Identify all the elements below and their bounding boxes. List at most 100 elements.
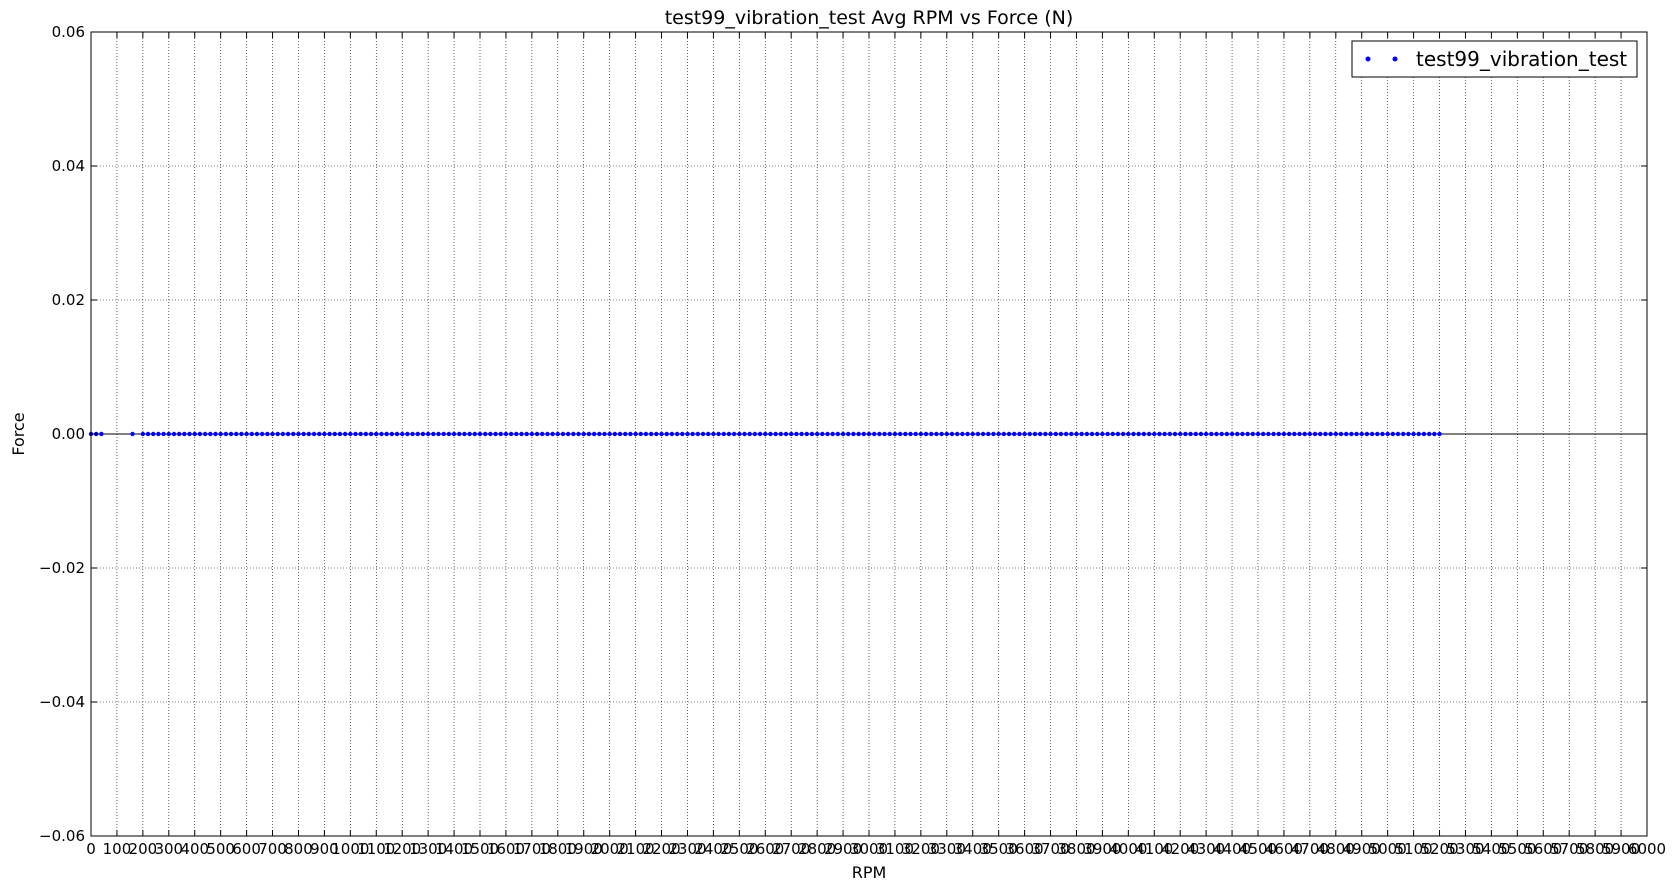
x-tick-label: 5300 xyxy=(1446,840,1484,858)
data-point xyxy=(400,431,405,437)
data-point xyxy=(270,431,275,437)
data-point xyxy=(317,431,322,437)
x-tick-label: 900 xyxy=(310,840,339,858)
data-point xyxy=(1364,431,1370,437)
data-point xyxy=(171,431,177,437)
data-point xyxy=(1240,431,1245,437)
y-tick-label: −0.04 xyxy=(39,693,85,711)
data-point xyxy=(721,431,726,437)
data-point xyxy=(840,431,846,437)
data-point xyxy=(182,431,187,437)
data-point xyxy=(1188,431,1193,437)
data-point xyxy=(659,431,664,437)
data-point xyxy=(249,431,254,437)
data-point xyxy=(1245,431,1250,437)
x-tick-label: 3900 xyxy=(1083,840,1121,858)
data-point xyxy=(830,431,835,437)
data-point xyxy=(1292,431,1297,437)
data-point xyxy=(394,431,400,437)
data-point xyxy=(1375,431,1380,437)
data-point xyxy=(1089,431,1095,437)
data-point xyxy=(1359,431,1364,437)
data-point xyxy=(296,431,301,437)
data-point xyxy=(1390,431,1396,437)
x-tick-label: 5500 xyxy=(1498,840,1536,858)
data-point xyxy=(223,431,229,437)
data-point xyxy=(648,431,654,437)
data-point xyxy=(742,431,747,437)
data-point xyxy=(887,431,892,437)
data-point xyxy=(789,431,794,437)
data-point xyxy=(623,431,628,437)
data-point xyxy=(1053,431,1058,437)
legend-marker xyxy=(1365,56,1371,62)
data-point xyxy=(804,431,809,437)
data-point xyxy=(1152,431,1157,437)
data-point xyxy=(1006,431,1012,437)
data-point xyxy=(441,431,446,437)
data-point xyxy=(1069,431,1074,437)
data-point xyxy=(1416,431,1421,437)
x-axis-title: RPM xyxy=(852,863,887,882)
data-point xyxy=(929,431,934,437)
legend-box xyxy=(1351,40,1638,78)
data-point xyxy=(706,431,711,437)
data-point xyxy=(493,431,498,437)
data-point xyxy=(166,431,171,437)
data-point xyxy=(903,431,908,437)
x-axis-ticks: 0 100200300400500600700800900100011001200… xyxy=(86,32,1666,858)
x-tick-label: 2300 xyxy=(668,840,706,858)
data-point xyxy=(731,431,737,437)
data-point xyxy=(145,431,151,437)
x-tick-label: 800 xyxy=(284,840,313,858)
data-point xyxy=(591,431,597,437)
data-point xyxy=(726,431,732,437)
data-point xyxy=(809,431,815,437)
data-point xyxy=(1167,431,1173,437)
x-tick-label: 6000 xyxy=(1628,840,1666,858)
data-point xyxy=(846,431,851,437)
x-tick-label: 2800 xyxy=(798,840,836,858)
y-axis-ticks: −0.06 −0.04 −0.02 0.00 0.02 0.04 0.06 xyxy=(39,23,1647,845)
data-point xyxy=(1183,431,1188,437)
data-point xyxy=(835,431,841,437)
data-point xyxy=(1302,431,1307,437)
x-tick-label: 4000 xyxy=(1109,840,1147,858)
data-point xyxy=(1126,431,1131,437)
data-point xyxy=(1136,431,1141,437)
data-point xyxy=(1048,431,1053,437)
data-point xyxy=(161,431,166,437)
data-point xyxy=(285,431,291,437)
data-point xyxy=(503,431,509,437)
data-point xyxy=(311,431,317,437)
data-point xyxy=(747,431,752,437)
data-point xyxy=(991,431,996,437)
data-point xyxy=(1354,431,1359,437)
y-tick-label: 0.00 xyxy=(52,425,85,443)
data-point xyxy=(534,431,540,437)
data-point xyxy=(389,431,395,437)
data-point xyxy=(897,431,903,437)
data-point xyxy=(1432,431,1437,437)
data-point xyxy=(1219,431,1224,437)
data-point xyxy=(1406,431,1411,437)
data-point xyxy=(1323,431,1328,437)
x-tick-label: 5700 xyxy=(1550,840,1588,858)
data-point xyxy=(1198,431,1204,437)
data-point xyxy=(415,431,420,437)
x-tick-label: 1900 xyxy=(565,840,603,858)
data-point xyxy=(602,431,607,437)
data-point xyxy=(462,431,467,437)
data-point xyxy=(467,431,472,437)
data-point xyxy=(1385,431,1390,437)
data-point xyxy=(1027,431,1032,437)
x-tick-label: 700 xyxy=(258,840,287,858)
data-point xyxy=(1286,431,1292,437)
data-point xyxy=(1401,431,1406,437)
data-point xyxy=(617,431,623,437)
y-tick-label: 0.02 xyxy=(52,291,85,309)
data-point xyxy=(856,431,861,437)
data-point xyxy=(275,431,280,437)
x-tick-label: 4900 xyxy=(1343,840,1381,858)
data-point xyxy=(436,431,441,437)
